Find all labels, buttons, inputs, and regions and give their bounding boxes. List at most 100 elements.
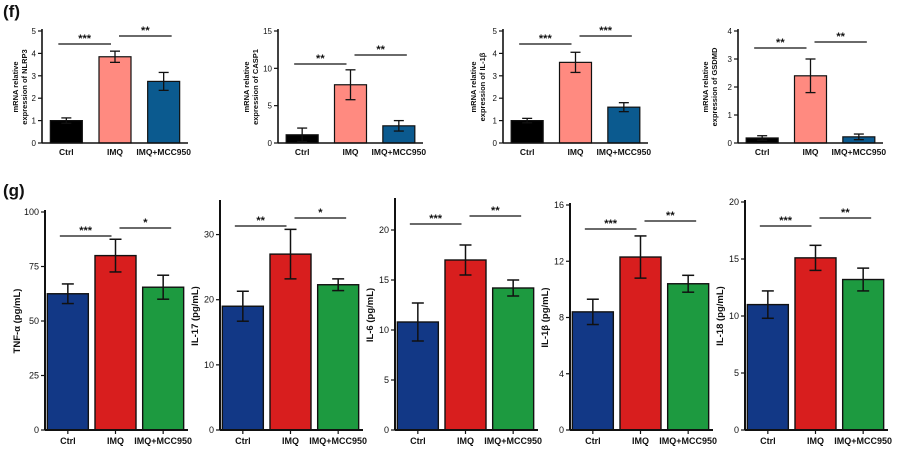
bar-imq-mcc950	[147, 80, 181, 144]
chart-casp1: 0 5 10 15 Ctrl IMQ IMQ+MCC950 mRNA relativeexpr…	[242, 27, 426, 157]
significance-label: ***	[779, 215, 793, 227]
y-tick-label: 4	[493, 49, 498, 58]
bar-imq-mcc950	[141, 286, 185, 431]
category-label: IMQ	[802, 147, 818, 157]
error-bar	[522, 117, 533, 124]
y-tick-label: 20	[204, 295, 214, 305]
y-tick-label: 16	[554, 200, 564, 210]
chart-il1b-mrna: 0 1 2 3 4 5 Ctrl IMQ IMQ+MCC950 mRNA relativeexpr…	[469, 25, 651, 157]
y-axis-label: IL-18 (pg/mL)	[715, 286, 726, 346]
error-bar	[157, 274, 170, 300]
significance-label: ***	[539, 33, 553, 45]
error-bar	[393, 119, 404, 132]
error-bar	[634, 235, 647, 279]
y-tick-label: 3	[728, 55, 733, 64]
y-tick-label: 0	[559, 425, 564, 435]
category-label: IMQ+MCC950	[309, 436, 367, 446]
error-bar	[618, 102, 629, 113]
category-label: IMQ+MCC950	[597, 147, 652, 157]
bar-ctrl	[49, 119, 83, 144]
bar-imq	[444, 259, 487, 431]
category-label: IMQ	[457, 436, 474, 446]
category-label: Ctrl	[410, 436, 426, 446]
y-tick-label: 0	[493, 139, 498, 148]
y-tick-label: 1	[493, 117, 498, 126]
bar-ctrl	[571, 311, 615, 431]
error-bar	[757, 135, 768, 141]
error-bar	[761, 290, 774, 320]
y-tick-label: 0	[32, 139, 37, 148]
bar-ctrl	[221, 305, 265, 431]
y-tick-label: 10	[263, 64, 272, 73]
y-tick-label: 25	[29, 371, 39, 381]
error-bar	[805, 58, 816, 94]
category-label: IMQ	[282, 436, 299, 446]
category-label: Ctrl	[59, 147, 74, 157]
significance-label: **	[841, 207, 850, 219]
bar-imq	[94, 254, 137, 431]
chart-tnfa: 0 25 50 75 100 Ctrl IMQ IMQ+MCC950 TNF-α (pg/mL)…	[12, 207, 192, 446]
significance-label: ***	[429, 213, 443, 225]
category-label: Ctrl	[585, 436, 601, 446]
y-tick-label: 100	[24, 207, 39, 217]
significance-label: **	[776, 37, 785, 49]
y-tick-label: 4	[728, 27, 733, 36]
y-tick-label: 0	[384, 425, 389, 435]
error-bar	[110, 50, 120, 64]
category-label: Ctrl	[60, 436, 76, 446]
error-bar	[459, 244, 472, 276]
significance-label: *	[318, 207, 323, 219]
bar-ctrl	[510, 119, 544, 144]
y-axis-label: IL-1β (pg/mL)	[540, 287, 551, 347]
chart-nlrp3: 0 1 2 3 4 5 Ctrl IMQ IMQ+MCC950 mRNA relativeexpr…	[11, 25, 191, 157]
y-tick-label: 8	[559, 313, 564, 323]
bar-imq-mcc950	[666, 283, 710, 431]
y-tick-label: 5	[32, 27, 37, 36]
y-tick-label: 1	[728, 111, 733, 120]
bar-imq	[794, 257, 837, 431]
category-label: IMQ+MCC950	[484, 436, 542, 446]
category-label: IMQ+MCC950	[134, 436, 192, 446]
bar-imq-mcc950	[491, 287, 535, 431]
bar-imq	[558, 61, 593, 144]
y-tick-label: 3	[32, 72, 37, 81]
chart-il18: 0 5 10 15 20 Ctrl IMQ IMQ+MCC950 IL-18 (pg/mL) **…	[715, 197, 892, 446]
y-tick-label: 5	[493, 27, 498, 36]
category-label: IMQ	[342, 147, 358, 157]
y-axis-label: TNF-α (pg/mL)	[12, 289, 23, 354]
y-tick-label: 0	[209, 425, 214, 435]
error-bar	[570, 51, 581, 74]
y-tick-label: 15	[379, 275, 389, 285]
error-bar	[411, 302, 424, 342]
y-tick-label: 30	[204, 230, 214, 240]
error-bar	[61, 117, 72, 124]
bar-imq	[98, 56, 132, 144]
category-label: IMQ	[632, 436, 649, 446]
category-label: Ctrl	[295, 147, 310, 157]
y-tick-label: 4	[559, 369, 564, 379]
category-label: IMQ+MCC950	[832, 147, 887, 157]
error-bar	[809, 244, 822, 272]
significance-label: ***	[79, 225, 93, 237]
error-bar	[586, 298, 599, 326]
y-tick-label: 0	[734, 425, 739, 435]
significance-label: ***	[78, 33, 92, 45]
category-label: Ctrl	[755, 147, 770, 157]
significance-label: **	[491, 205, 500, 217]
error-bar	[853, 133, 864, 141]
significance-label: **	[256, 215, 265, 227]
category-label: IMQ+MCC950	[834, 436, 892, 446]
significance-label: **	[666, 210, 675, 222]
significance-label: ***	[604, 218, 618, 230]
y-tick-label: 4	[32, 49, 37, 58]
y-tick-label: 2	[728, 83, 733, 92]
y-tick-label: 10	[204, 360, 214, 370]
y-tick-label: 15	[729, 254, 739, 264]
category-label: IMQ	[107, 436, 124, 446]
category-label: Ctrl	[520, 147, 535, 157]
error-bar	[109, 238, 122, 273]
bar-imq-mcc950	[607, 106, 641, 144]
